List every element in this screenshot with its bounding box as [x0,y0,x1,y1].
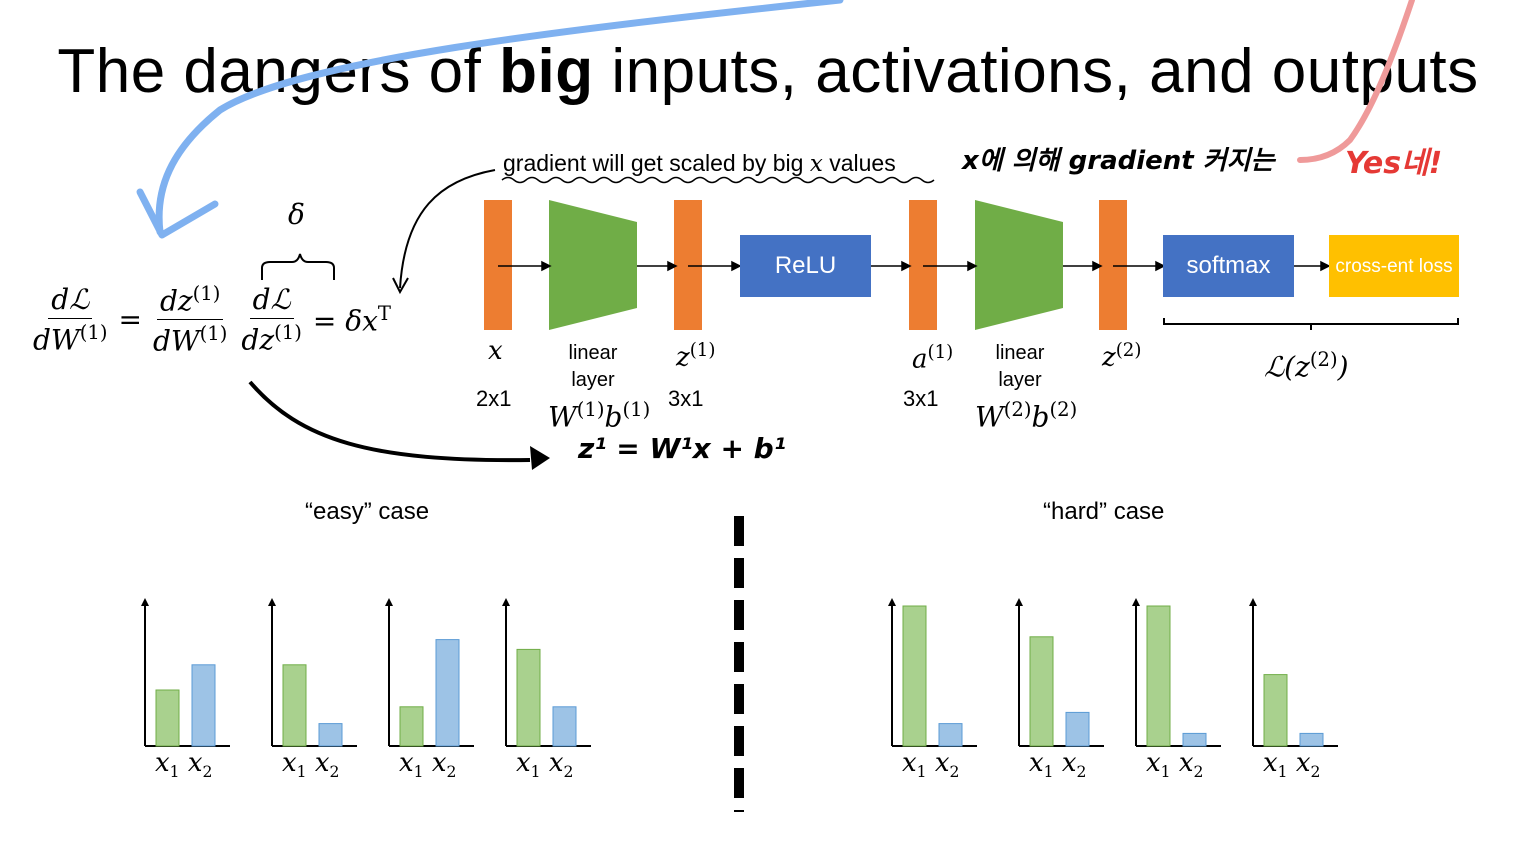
chart-4-bar-x2 [552,706,577,747]
tick-x1: x1 [1146,748,1171,782]
slide-title: The dangers of big inputs, activations, … [57,37,1479,106]
z1-dim: 3x1 [668,386,704,411]
linear-layer-1-label: linear layer [568,342,618,391]
chart-2-bar-x2 [318,723,343,747]
chart-8-bar-x2 [1299,732,1324,747]
chart-6-tick-labels: x1 x2 [1029,748,1086,781]
cross-entropy-box: cross-ent loss [1329,235,1459,297]
chart-5-bar-x1 [902,605,927,747]
chart-6-bar-x1 [1029,636,1054,747]
chart-3-tick-labels: x1 x2 [399,748,456,781]
gradient-note: gradient will get scaled by big x values [503,150,896,177]
blue-handwritten-arrow [155,0,844,236]
red-handwritten-note: Yes네! [1345,146,1443,181]
loss-label: ℒ(z(2)) [1264,348,1349,384]
tick-x1: x1 [1029,748,1054,782]
delta-brace [261,253,335,280]
linear-layer-2-label: linear layer [995,342,1045,391]
tick-x1: x1 [516,748,541,782]
gradient-equation: dℒ dW(1) = dz(1) dW(1) dℒ dz(1) = δxT [30,282,391,358]
chart-3-bar-x2 [435,639,460,747]
a1-vector [909,200,937,330]
tick-x2: x2 [187,748,213,782]
loss-bracket [1163,318,1459,330]
chart-1-y-arrow [141,598,149,606]
dz-dW-fraction: dz(1) dW(1) [152,282,228,358]
tick-x2: x2 [1061,748,1087,782]
chart-7-bar-x2 [1182,732,1207,747]
curved-arrow-to-linear [248,380,531,463]
tick-x2: x2 [934,748,960,782]
rhs-delta-xT: = δxT [312,302,391,338]
chart-6-y-arrow [1015,598,1023,606]
softmax-box: softmax [1163,235,1294,297]
chart-7-y-arrow [1132,598,1140,606]
z2-vector [1099,200,1127,330]
tick-x2: x2 [1295,748,1321,782]
note-arrowhead [392,277,409,295]
title-bold-word: big [499,37,594,106]
tick-x2: x2 [431,748,457,782]
lhs-fraction: dℒ dW(1) [33,283,108,357]
chart-3-bar-x1 [399,706,424,747]
z1-vector [674,200,702,330]
easy-case-label: “easy” case [305,498,430,525]
blue-arrowhead [136,188,219,239]
a1-label: a(1) [912,342,954,375]
x-label: x [488,336,503,366]
a1-dim: 3x1 [903,386,939,411]
chart-8-bar-x1 [1263,674,1288,747]
tick-x2: x2 [314,748,340,782]
chart-4-bar-x1 [516,648,541,747]
chart-7-bar-x1 [1146,605,1171,747]
x-vector [484,200,512,330]
chart-4-y-arrow [502,598,510,606]
chart-1-bar-x2 [191,664,216,747]
bar-charts [141,598,1338,747]
network-arrows [498,260,1331,272]
w2-b2-label: W(2)b(2) [975,398,1078,434]
linear-layer-1 [549,200,637,330]
tick-x1: x1 [399,748,424,782]
chart-8-tick-labels: x1 x2 [1263,748,1320,781]
tick-x2: x2 [548,748,574,782]
curved-arrowhead [530,446,550,470]
chart-1-tick-labels: x1 x2 [155,748,212,781]
delta-symbol: δ [288,198,305,231]
z1-label: z(1) [676,340,716,373]
linear-layer-2 [975,200,1063,330]
chart-8-y-arrow [1249,598,1257,606]
korean-handwritten-note: x에 의해 gradient 커지는 [962,146,1275,176]
chart-6-bar-x2 [1065,711,1090,747]
tick-x1: x1 [902,748,927,782]
chart-3-y-arrow [385,598,393,606]
z2-label: z(2) [1102,340,1142,373]
dL-dz-fraction: dℒ dz(1) [241,283,302,357]
red-handwritten-stroke [1297,0,1415,163]
note-to-xT-arrow [399,169,496,289]
x-dim: 2x1 [476,386,512,411]
hard-case-label: “hard” case [1043,498,1165,525]
chart-5-bar-x2 [938,723,963,747]
chart-2-y-arrow [268,598,276,606]
chart-2-tick-labels: x1 x2 [282,748,339,781]
tick-x2: x2 [1178,748,1204,782]
chart-5-tick-labels: x1 x2 [902,748,959,781]
tick-x1: x1 [1263,748,1288,782]
chart-5-y-arrow [888,598,896,606]
chart-1-bar-x1 [155,689,180,747]
chart-4-tick-labels: x1 x2 [516,748,573,781]
tick-x1: x1 [155,748,180,782]
tick-x1: x1 [282,748,307,782]
w1-b1-label: W(1)b(1) [548,398,651,434]
chart-7-tick-labels: x1 x2 [1146,748,1203,781]
handwritten-equation: z¹ = W¹x + b¹ [578,432,786,465]
relu-box: ReLU [740,235,871,297]
chart-2-bar-x1 [282,664,307,747]
wavy-underline [501,176,935,184]
